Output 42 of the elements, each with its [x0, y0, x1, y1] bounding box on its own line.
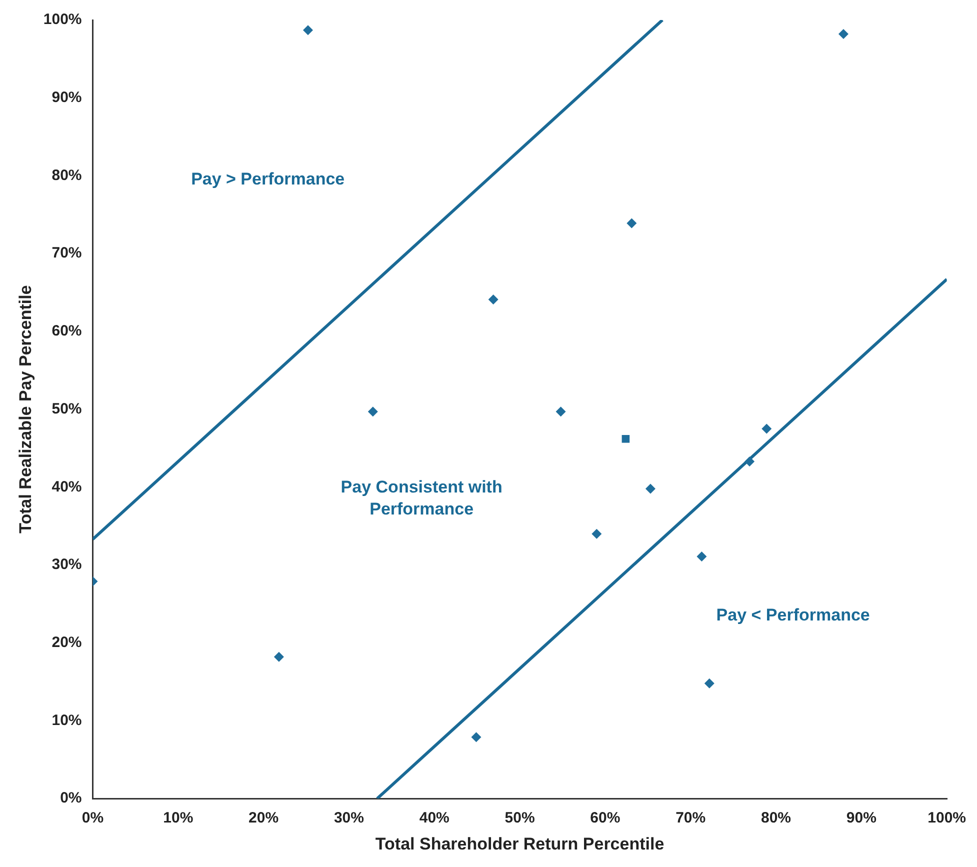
y-tick-label: 70% — [52, 244, 82, 262]
point — [592, 528, 602, 539]
y-tick-label: 60% — [52, 322, 82, 340]
x-axis-title: Total Shareholder Return Percentile — [375, 834, 664, 854]
point — [645, 484, 656, 494]
y-tick-label: 90% — [52, 89, 82, 106]
point — [274, 652, 284, 662]
x-tick-label: 90% — [846, 810, 876, 827]
point — [838, 29, 848, 40]
x-tick-label: 50% — [504, 810, 535, 827]
point — [762, 424, 772, 434]
annotation: Pay > Performance — [191, 169, 345, 188]
x-tick-label: 30% — [334, 810, 364, 827]
point — [626, 218, 637, 228]
point — [622, 435, 630, 443]
x-tick-label: 40% — [419, 810, 450, 827]
x-tick-label: 80% — [760, 810, 792, 827]
x-tick-label: 60% — [590, 810, 620, 827]
x-tick-label: 10% — [163, 810, 194, 827]
y-tick-label: 100% — [43, 11, 82, 28]
point — [488, 294, 498, 305]
y-axis-title: Total Realizable Pay Percentile — [16, 285, 35, 534]
point — [471, 732, 482, 742]
annotation: Pay Consistent with Performance — [340, 478, 502, 519]
point — [556, 406, 566, 417]
point — [704, 678, 714, 688]
annotation: Pay < Performance — [716, 605, 870, 624]
y-tick-label: 20% — [52, 634, 82, 652]
y-tick-label: 50% — [52, 400, 82, 418]
y-tick-label: 0% — [60, 790, 82, 807]
x-tick-label: 100% — [928, 810, 966, 827]
y-tick-label: 80% — [52, 166, 82, 184]
x-tick-label: 0% — [82, 810, 104, 827]
y-tick-label: 40% — [52, 478, 82, 496]
point — [696, 551, 707, 562]
point — [744, 456, 755, 466]
y-tick-label: 10% — [52, 712, 82, 729]
y-tick-label: 30% — [52, 556, 82, 574]
point — [368, 406, 378, 417]
x-tick-label: 70% — [676, 810, 706, 827]
x-tick-label: 20% — [248, 810, 279, 827]
point — [302, 25, 313, 36]
